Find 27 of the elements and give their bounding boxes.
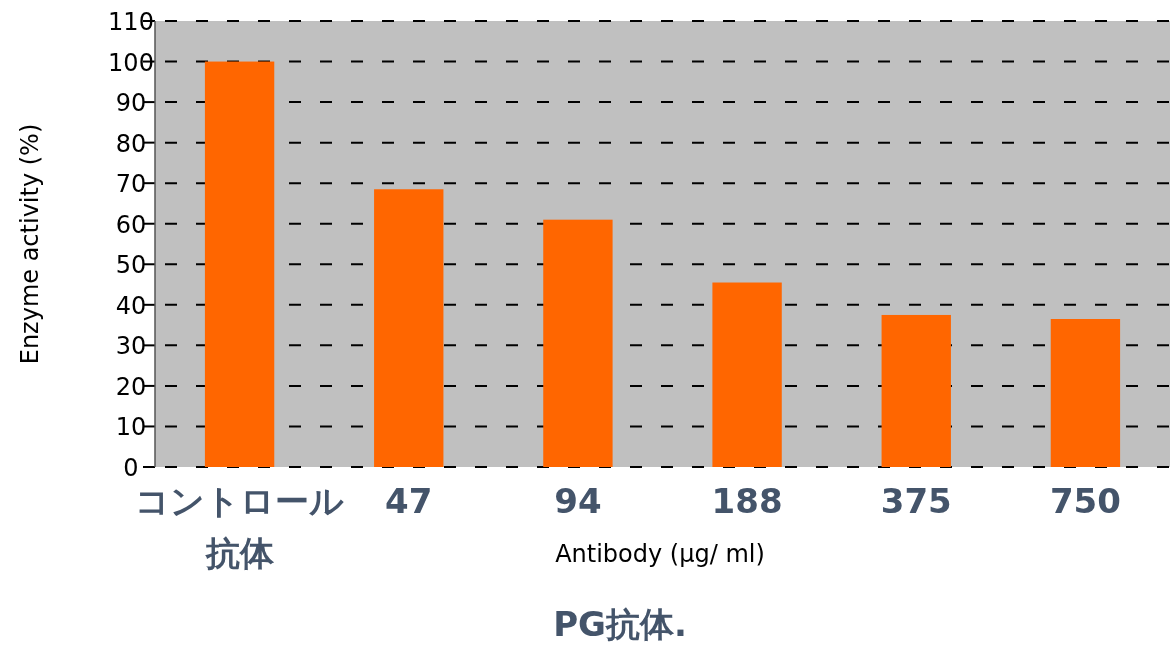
bar — [1050, 319, 1121, 467]
y-tick-label: 80 — [115, 129, 147, 158]
y-tick-label: 40 — [115, 291, 147, 320]
x-tick-label: 94 — [554, 481, 602, 521]
x-tick-label: 375 — [880, 481, 952, 521]
x-tick-label: 750 — [1049, 481, 1121, 521]
x-axis-title: Antibody (μg/ ml) — [555, 540, 765, 568]
bar — [712, 282, 782, 467]
y-tick-label: 20 — [115, 372, 147, 401]
y-tick-label: 30 — [115, 332, 147, 361]
bar — [204, 61, 275, 467]
x-tick-label: コントロール抗体 — [135, 481, 345, 573]
y-tick-label: 60 — [115, 210, 147, 239]
x-tick-label: 47 — [385, 481, 433, 521]
x-tick-label: 188 — [711, 481, 783, 521]
y-tick-label: 110 — [108, 8, 154, 36]
text: PG抗体. — [553, 604, 687, 644]
bar — [543, 219, 613, 467]
y-axis-title: Enzyme activity (%) — [16, 123, 44, 365]
y-tick-label: 0 — [123, 454, 139, 482]
y-tick-label: 90 — [115, 89, 147, 118]
y-tick-label: 50 — [115, 251, 147, 280]
bar — [881, 314, 951, 467]
y-tick-label: 100 — [108, 48, 154, 77]
y-tick-label: 10 — [115, 413, 147, 442]
bar — [374, 189, 444, 467]
y-tick-label: 70 — [115, 170, 147, 199]
